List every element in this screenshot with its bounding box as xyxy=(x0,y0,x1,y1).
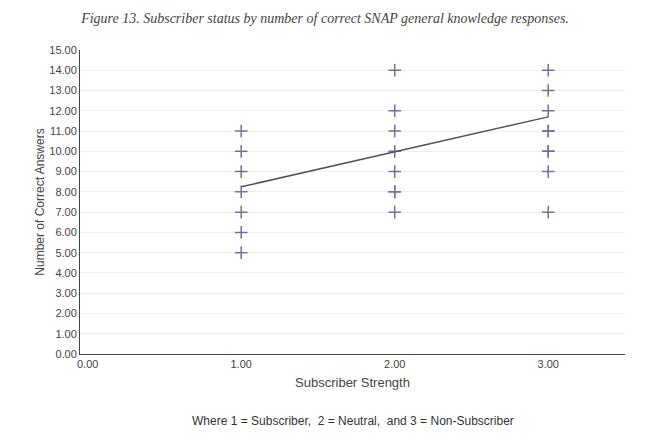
svg-text:6.00: 6.00 xyxy=(55,226,76,238)
svg-text:7.00: 7.00 xyxy=(55,206,76,218)
svg-text:15.00: 15.00 xyxy=(49,44,77,56)
svg-text:0.00: 0.00 xyxy=(55,348,76,360)
svg-text:1.00: 1.00 xyxy=(230,358,251,370)
svg-text:0.00: 0.00 xyxy=(77,358,98,370)
svg-text:2.00: 2.00 xyxy=(55,307,76,319)
svg-text:Subscriber Strength: Subscriber Strength xyxy=(295,375,410,390)
svg-text:1.00: 1.00 xyxy=(55,328,76,340)
svg-text:12.00: 12.00 xyxy=(49,105,77,117)
svg-text:Number of Correct Answers: Number of Correct Answers xyxy=(33,128,47,275)
svg-text:4.00: 4.00 xyxy=(55,267,76,279)
svg-text:10.00: 10.00 xyxy=(49,145,77,157)
svg-text:13.00: 13.00 xyxy=(49,84,77,96)
svg-text:5.00: 5.00 xyxy=(55,247,76,259)
svg-text:3.00: 3.00 xyxy=(538,358,559,370)
svg-text:3.00: 3.00 xyxy=(55,287,76,299)
svg-text:Where 1 = Subscriber, 2 = Neu: Where 1 = Subscriber, 2 = Neutral, and 3… xyxy=(192,414,514,428)
svg-text:8.00: 8.00 xyxy=(55,186,76,198)
svg-text:14.00: 14.00 xyxy=(49,64,77,76)
svg-text:Figure 13. Subscriber status b: Figure 13. Subscriber status by number o… xyxy=(80,11,569,26)
svg-text:2.00: 2.00 xyxy=(384,358,405,370)
svg-text:9.00: 9.00 xyxy=(55,165,76,177)
svg-text:11.00: 11.00 xyxy=(50,125,77,137)
